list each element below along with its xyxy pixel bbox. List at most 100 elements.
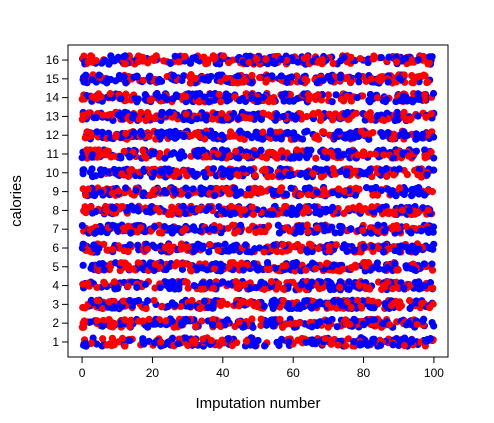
data-point [304,227,312,236]
data-point [111,259,120,267]
data-point [373,112,382,120]
data-point [140,167,148,175]
data-point [380,266,389,274]
data-point [273,154,281,162]
data-point [345,285,353,294]
data-point [229,246,238,254]
data-point [312,154,320,162]
data-point [239,165,248,173]
data-point [397,302,406,310]
data-point [226,173,234,181]
data-point [78,95,86,103]
data-point [415,245,423,253]
y-tick-label: 13 [46,109,60,123]
data-point [307,241,315,249]
data-point [382,95,391,104]
data-point [351,130,359,138]
data-point [352,317,360,325]
data-point [360,151,368,159]
data-point [429,89,438,98]
data-point [389,222,398,230]
data-point [241,241,250,249]
data-point [352,263,360,271]
data-point [218,336,226,344]
data-point [186,59,195,67]
data-point [414,171,422,179]
data-point [99,260,107,268]
data-point [385,53,393,61]
data-point [344,205,352,213]
data-point [78,221,86,230]
data-point [95,71,103,79]
data-point [251,171,259,180]
data-point [426,304,434,312]
data-point [420,260,428,268]
data-point [186,302,194,311]
data-point [177,240,186,248]
data-point [134,317,143,325]
data-point [367,224,375,232]
data-point [395,74,404,82]
y-tick-label: 10 [46,166,60,180]
data-point [333,323,341,331]
data-point [158,108,166,117]
data-point [126,336,134,345]
data-point [146,96,154,104]
data-point [399,149,407,157]
data-point [140,340,148,348]
data-point [419,317,427,325]
data-point [406,304,414,313]
data-point [332,91,340,99]
data-point [235,318,243,326]
data-point [181,225,190,233]
data-point [250,185,259,193]
data-point [261,342,269,350]
data-point [286,320,294,328]
data-point [368,203,376,211]
data-point [303,113,311,121]
data-point [208,321,217,329]
data-point [79,111,87,119]
data-point [429,223,438,231]
data-point [132,72,141,80]
data-point [343,167,351,176]
data-point [105,298,113,306]
data-point [369,338,377,346]
data-point [343,108,352,117]
data-point [108,341,116,350]
data-point [225,190,233,198]
data-point [191,148,200,156]
data-point [278,248,286,256]
data-point [320,128,328,136]
data-point [328,116,337,124]
data-point [196,227,204,235]
data-point [341,242,349,250]
data-point [402,243,410,251]
data-point [264,222,273,230]
data-point [204,303,212,312]
data-point [317,112,325,120]
data-point [283,78,291,86]
data-point [375,265,383,273]
data-point [412,135,420,143]
data-point [403,170,411,179]
data-point [126,153,134,161]
data-point [288,73,296,81]
data-point [313,321,321,330]
data-point [197,186,205,194]
data-point [388,285,397,293]
data-point [252,151,260,159]
data-point [325,247,334,255]
data-point [252,284,260,292]
data-point [374,221,382,229]
data-point [196,89,204,98]
data-point [308,278,316,286]
data-point [275,341,283,350]
data-point [276,171,284,180]
data-point [189,185,197,193]
data-point [139,56,147,65]
data-point [208,115,216,123]
data-point [92,113,101,122]
data-point [145,315,153,323]
data-point [415,190,423,198]
